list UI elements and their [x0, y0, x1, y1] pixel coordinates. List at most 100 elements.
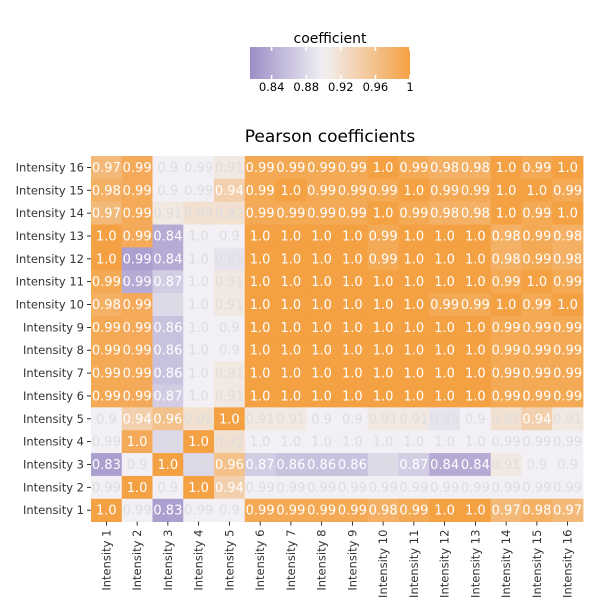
cell-value-label: 0.99	[184, 504, 213, 519]
heatmap-cell	[521, 156, 553, 180]
cell-value-label: 0.96	[215, 458, 244, 473]
cell-value-label: 1.0	[311, 252, 332, 267]
heatmap-cell	[275, 156, 307, 180]
cell-value-label: 1.0	[342, 344, 363, 359]
cell-value-label: 1.0	[404, 344, 425, 359]
heatmap-cell	[91, 475, 123, 500]
cell-value-label: 0.99	[430, 481, 459, 496]
cell-value-label: 1.0	[250, 275, 271, 290]
cell-value-label: 0.91	[276, 412, 305, 427]
cell-value-label: 0.99	[184, 184, 213, 199]
heatmap-cell	[183, 384, 215, 408]
heatmap-cell	[275, 498, 307, 522]
cell-value-label: 0.9	[127, 458, 148, 473]
heatmap-cell	[214, 430, 246, 454]
cell-value-label: 0.99	[123, 184, 152, 199]
cell-value-label: 1.0	[342, 275, 363, 290]
heatmap-cell	[306, 315, 338, 340]
cell-value-label: 0.97	[92, 161, 121, 176]
cell-value-label: 1.0	[342, 389, 363, 404]
heatmap-cell	[552, 156, 584, 180]
y-tick-label: Intensity 2	[23, 480, 84, 494]
heatmap-cell	[490, 315, 522, 340]
heatmap-cell	[429, 384, 461, 408]
heatmap-cell	[91, 293, 123, 317]
cell-value-label: 0.94	[123, 412, 152, 427]
cell-value-label: 1.0	[281, 435, 302, 450]
cell-value-label: 0.99	[522, 344, 551, 359]
heatmap-cell	[337, 338, 369, 363]
cell-value-label: 1.0	[188, 275, 209, 290]
cell-value-label: 0.9	[219, 504, 240, 519]
heatmap-cell	[521, 430, 553, 454]
cell-value-label: 0.99	[338, 504, 367, 519]
cell-value-label: 1.0	[96, 504, 117, 519]
cell-value-label: 1.0	[188, 252, 209, 267]
heatmap-cell	[244, 247, 276, 271]
heatmap-cell	[429, 224, 461, 248]
heatmap-cell	[91, 201, 123, 225]
cell-value-label: 1.0	[465, 504, 486, 519]
heatmap-cell	[214, 156, 246, 180]
heatmap-cell	[275, 475, 307, 500]
colorbar-tick-label: 0.96	[363, 80, 389, 94]
cell-value-label: 0.99	[123, 161, 152, 176]
heatmap-cell	[521, 247, 553, 271]
heatmap-cell	[490, 453, 522, 477]
heatmap-cell	[337, 453, 369, 477]
heatmap-cell	[91, 361, 123, 385]
heatmap-cell	[91, 407, 123, 431]
heatmap-cell	[490, 475, 522, 500]
cell-value-label: 0.92	[215, 435, 244, 450]
cell-value-label: 0.99	[92, 389, 121, 404]
cell-value-label: 1.0	[465, 321, 486, 336]
heatmap-cell	[337, 201, 369, 225]
heatmap-cell	[306, 270, 338, 294]
heatmap-cell	[152, 361, 184, 385]
heatmap-cell	[460, 224, 492, 248]
heatmap-cell	[490, 201, 522, 225]
cell-value-label: 0.98	[492, 252, 521, 267]
cell-value-label: 0.99	[492, 367, 521, 382]
cell-value-label: 0.9	[465, 412, 486, 427]
cell-value-label: 0.86	[153, 367, 182, 382]
cell-value-label: 0.9	[311, 412, 332, 427]
cell-value-label: 0.91	[246, 412, 275, 427]
heatmap-cell	[121, 475, 153, 500]
cell-value-label: 0.99	[430, 184, 459, 199]
heatmap-cell	[521, 407, 553, 431]
heatmap-cell	[460, 293, 492, 317]
y-tick-label: Intensity 1	[23, 503, 84, 517]
heatmap-cell	[460, 453, 492, 477]
x-tick-label: Intensity 11	[407, 530, 421, 598]
heatmap-cell	[152, 315, 184, 340]
heatmap-cell	[183, 407, 215, 431]
heatmap-cell	[521, 224, 553, 248]
cell-value-label: 1.0	[404, 275, 425, 290]
heatmap-cell	[214, 293, 246, 317]
heatmap-cell	[91, 224, 123, 248]
heatmap-cell	[490, 407, 522, 431]
heatmap-cell	[121, 361, 153, 385]
heatmap-cell	[429, 315, 461, 340]
cell-value-label: 0.99	[522, 207, 551, 222]
y-tick-label: Intensity 14	[16, 206, 84, 220]
cell-value-label: 0.99	[369, 252, 398, 267]
cell-value-label: 0.99	[522, 161, 551, 176]
cell-value-label: 0.9	[158, 161, 179, 176]
heatmap-cell	[521, 270, 553, 294]
heatmap-cell	[152, 453, 184, 477]
heatmap-cell	[490, 338, 522, 363]
cell-value-label: 1.0	[281, 367, 302, 382]
colorbar-gradient	[250, 47, 410, 79]
cell-value-label: 0.99	[492, 435, 521, 450]
cell-value-label: 0.99	[246, 504, 275, 519]
cell-value-label: 0.87	[399, 458, 428, 473]
x-tick-label: Intensity 4	[192, 530, 206, 591]
heatmap-cell	[244, 361, 276, 385]
heatmap-cell	[460, 498, 492, 522]
cell-value-label: 0.99	[123, 229, 152, 244]
cell-value-label: 0.99	[553, 184, 582, 199]
heatmap-cell	[552, 201, 584, 225]
heatmap-cell	[91, 384, 123, 408]
